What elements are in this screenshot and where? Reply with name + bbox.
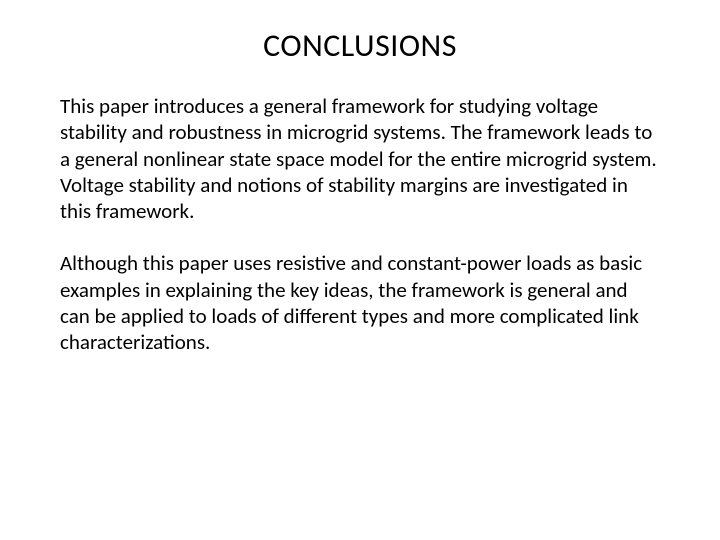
slide-title: CONCLUSIONS xyxy=(60,26,660,65)
paragraph-1: This paper introduces a general framewor… xyxy=(60,93,660,224)
slide-body: This paper introduces a general framewor… xyxy=(60,93,660,355)
paragraph-2: Although this paper uses resistive and c… xyxy=(60,250,660,355)
slide-container: CONCLUSIONS This paper introduces a gene… xyxy=(0,0,720,540)
